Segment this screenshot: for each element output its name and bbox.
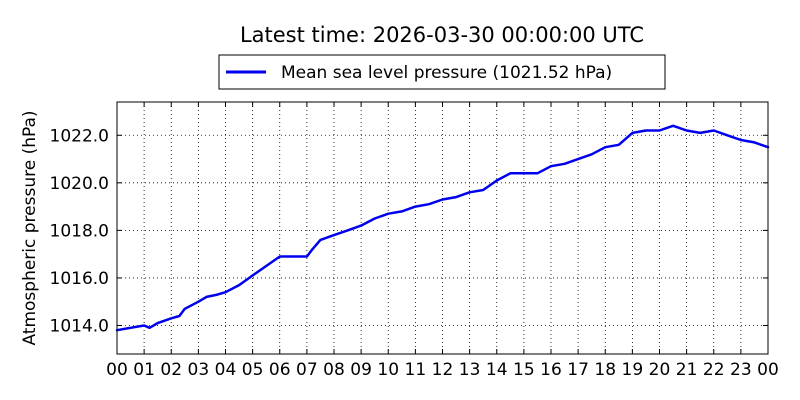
- x-tick-label: 20: [649, 360, 671, 380]
- x-tick-label: 05: [242, 360, 264, 380]
- series-line: [115, 124, 770, 332]
- x-tick-label: 08: [323, 360, 345, 380]
- grid: [117, 102, 768, 354]
- y-tick-labels: 1014.0 1016.0 1018.0 1020.0 1022.0: [50, 126, 109, 336]
- x-tick-label: 00: [106, 360, 128, 380]
- chart-title: Latest time: 2026-03-30 00:00:00 UTC: [240, 23, 644, 47]
- y-axis-label: Atmospheric pressure (hPa): [20, 110, 40, 345]
- x-tick-label: 11: [405, 360, 427, 380]
- x-tick-labels: 00 01 02 03 04 05 06 07 08 09 10 11 12 13 14 15 16 17 18 19…: [106, 360, 779, 380]
- x-tick-label: 01: [133, 360, 155, 380]
- x-tick-label: 00: [757, 360, 779, 380]
- series-group: [115, 124, 770, 332]
- x-tick-label: 07: [296, 360, 318, 380]
- legend-label: Mean sea level pressure (1021.52 hPa): [281, 63, 612, 83]
- x-tick-label: 16: [540, 360, 562, 380]
- x-tick-label: 19: [622, 360, 644, 380]
- x-tick-label: 12: [432, 360, 454, 380]
- x-tick-label: 23: [730, 360, 752, 380]
- x-tick-label: 03: [188, 360, 210, 380]
- x-tick-label: 14: [486, 360, 508, 380]
- y-tick-label: 1022.0: [50, 126, 109, 146]
- y-tick-label: 1020.0: [50, 174, 109, 194]
- x-tick-label: 22: [703, 360, 725, 380]
- y-tick-label: 1016.0: [50, 269, 109, 289]
- x-tick-label: 04: [215, 360, 237, 380]
- y-tick-label: 1014.0: [50, 316, 109, 336]
- x-tick-label: 02: [160, 360, 182, 380]
- x-tick-label: 15: [513, 360, 535, 380]
- x-tick-label: 21: [676, 360, 698, 380]
- ticks: [116, 102, 769, 354]
- legend-box: [218, 54, 666, 90]
- legend: Mean sea level pressure (1021.52 hPa): [218, 54, 666, 90]
- x-tick-label: 10: [377, 360, 399, 380]
- x-tick-label: 09: [350, 360, 372, 380]
- x-tick-label: 13: [459, 360, 481, 380]
- plot-frame: [116, 101, 769, 355]
- x-tick-label: 17: [567, 360, 589, 380]
- x-tick-label: 18: [594, 360, 616, 380]
- x-tick-label: 06: [269, 360, 291, 380]
- y-tick-label: 1018.0: [50, 221, 109, 241]
